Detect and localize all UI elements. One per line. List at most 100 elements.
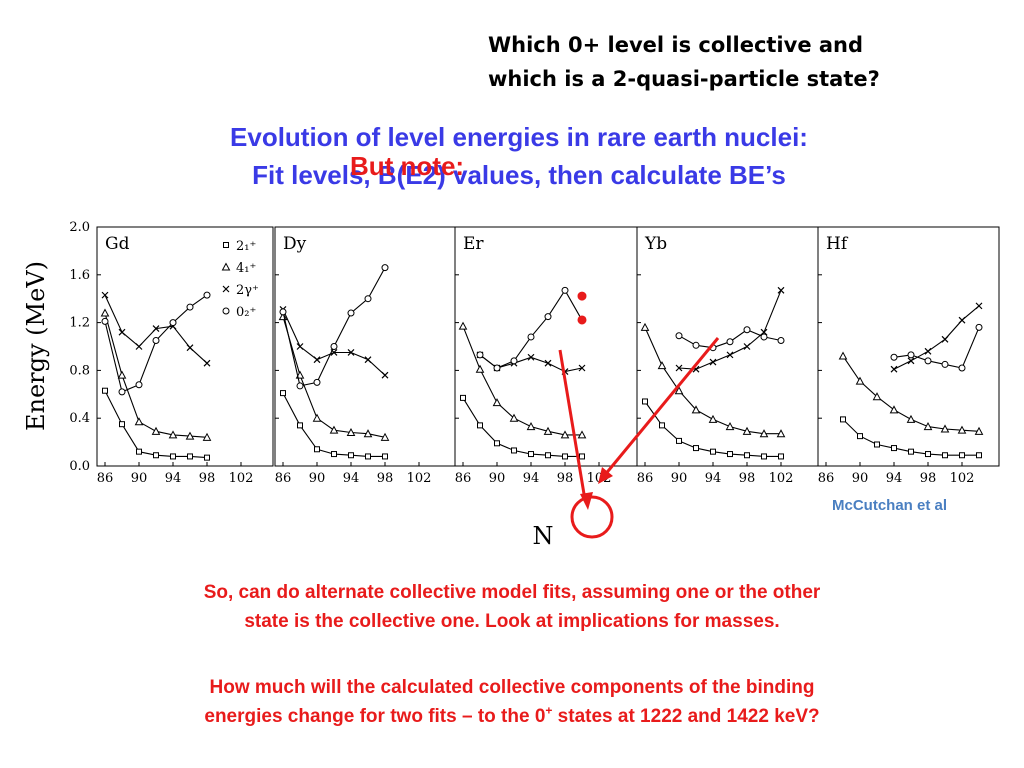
annotation-arrows bbox=[558, 337, 720, 539]
x-tick-label: 98 bbox=[739, 471, 756, 486]
chart-legend: 2₁⁺ 4₁⁺ 2γ⁺ 0₂⁺ bbox=[221, 239, 259, 320]
marker-square bbox=[545, 452, 551, 459]
marker-cross bbox=[941, 335, 949, 343]
paragraph-2-text-b: states at 1222 and 1422 keV? bbox=[552, 706, 820, 727]
question-line-1: Which 0+ level is collective and bbox=[488, 33, 864, 57]
marker-triangle bbox=[657, 361, 667, 370]
marker-cross bbox=[726, 351, 734, 359]
slide-title: Evolution of level energies in rare eart… bbox=[0, 118, 1024, 194]
x-tick-label: 94 bbox=[705, 471, 722, 486]
marker-triangle bbox=[100, 308, 110, 317]
legend-entry: 4₁⁺ bbox=[236, 261, 256, 276]
marker-circle bbox=[279, 308, 287, 316]
marker-triangle bbox=[475, 364, 485, 373]
marker-square bbox=[331, 451, 337, 458]
y-tick-label: 1.6 bbox=[69, 268, 90, 283]
marker-triangle bbox=[346, 427, 356, 437]
marker-cross bbox=[527, 353, 535, 361]
paragraph-1-line-2: state is the collective one. Look at imp… bbox=[244, 611, 780, 632]
marker-triangle bbox=[923, 422, 933, 431]
marker-triangle bbox=[134, 417, 144, 426]
panel-name: Gd bbox=[105, 234, 130, 254]
marker-circle bbox=[544, 313, 552, 321]
marker-circle bbox=[203, 291, 211, 299]
x-tick-label: 98 bbox=[199, 471, 216, 486]
marker-square bbox=[477, 422, 483, 429]
marker-cross bbox=[313, 356, 321, 364]
marker-triangle bbox=[889, 405, 899, 414]
panel-frame bbox=[636, 226, 819, 467]
panel-name: Dy bbox=[283, 234, 307, 254]
y-tick-label: 1.2 bbox=[69, 316, 90, 331]
x-tick-label: 94 bbox=[165, 471, 182, 486]
marker-square bbox=[579, 453, 585, 460]
marker-triangle bbox=[329, 425, 339, 434]
marker-square bbox=[710, 448, 716, 455]
marker-circle bbox=[313, 378, 321, 386]
marker-circle bbox=[760, 333, 768, 341]
but-note-overlay: But note: bbox=[350, 151, 465, 181]
marker-triangle bbox=[674, 386, 684, 395]
legend-entry: 2γ⁺ bbox=[236, 283, 259, 298]
panel-hf: 86 90 94 98 102 Hf bbox=[817, 226, 1000, 486]
marker-cross bbox=[890, 365, 898, 373]
marker-triangle bbox=[380, 432, 390, 441]
paragraph-2: How much will the calculated collective … bbox=[0, 673, 1024, 731]
marker-cross bbox=[203, 359, 211, 367]
marker-cross bbox=[101, 291, 109, 299]
marker-cross bbox=[578, 364, 586, 372]
x-tick-label: 98 bbox=[557, 471, 574, 486]
series-3 bbox=[890, 323, 983, 372]
x-tick-label: 86 bbox=[818, 471, 835, 486]
marker-cross bbox=[907, 357, 915, 365]
panel-gd: 86 90 94 98 102 Gd bbox=[96, 226, 274, 486]
marker-triangle bbox=[168, 430, 178, 439]
marker-square bbox=[365, 453, 371, 460]
series-1 bbox=[640, 322, 786, 438]
marker-circle bbox=[958, 364, 966, 372]
series-3 bbox=[279, 264, 389, 390]
marker-cross bbox=[544, 359, 552, 367]
y-axis: 2.0 1.6 1.2 0.8 0.4 0.0 Energy (MeV) N bbox=[22, 220, 554, 550]
y-tick-label: 0.4 bbox=[69, 411, 90, 426]
marker-triangle bbox=[742, 426, 752, 435]
marker-square bbox=[528, 451, 534, 458]
marker-square bbox=[744, 452, 750, 459]
marker-square bbox=[891, 445, 897, 452]
series-2 bbox=[279, 306, 389, 379]
marker-circle bbox=[222, 307, 230, 315]
x-tick-label: 90 bbox=[671, 471, 688, 486]
marker-cross bbox=[777, 286, 785, 294]
marker-triangle bbox=[940, 424, 950, 433]
marker-square bbox=[959, 452, 965, 459]
marker-square bbox=[280, 390, 286, 397]
marker-triangle bbox=[543, 426, 553, 435]
marker-square bbox=[727, 451, 733, 458]
marker-square bbox=[348, 452, 354, 459]
marker-circle bbox=[527, 333, 535, 341]
marker-triangle bbox=[957, 425, 967, 434]
panel-frame bbox=[817, 226, 1000, 467]
marker-circle bbox=[364, 295, 372, 303]
marker-square bbox=[857, 433, 863, 440]
highlighted-point bbox=[577, 291, 587, 301]
x-tick-label: 102 bbox=[407, 471, 432, 486]
marker-triangle bbox=[640, 322, 650, 331]
series-2 bbox=[675, 286, 785, 373]
x-tick-label: 94 bbox=[343, 471, 360, 486]
marker-triangle bbox=[185, 431, 195, 440]
marker-triangle bbox=[838, 351, 848, 360]
x-tick-label: 98 bbox=[920, 471, 937, 486]
level-energy-figure: 2.0 1.6 1.2 0.8 0.4 0.0 Energy (MeV) N 86 90 94 98… bbox=[22, 220, 1000, 550]
series-1 bbox=[100, 308, 212, 441]
marker-circle bbox=[330, 343, 338, 350]
marker-square bbox=[297, 422, 303, 429]
x-axis-label: N bbox=[533, 522, 554, 550]
marker-circle bbox=[510, 357, 518, 365]
arrow-head-2 bbox=[598, 467, 613, 484]
chart-panels: 86 90 94 98 102 Gd 86 90 94 98 102 Dy 86 90 94 98 102 Er 8… bbox=[96, 226, 1000, 486]
marker-triangle bbox=[458, 321, 468, 330]
panel-frame bbox=[274, 226, 456, 467]
marker-triangle bbox=[708, 414, 718, 423]
marker-square bbox=[976, 452, 982, 459]
